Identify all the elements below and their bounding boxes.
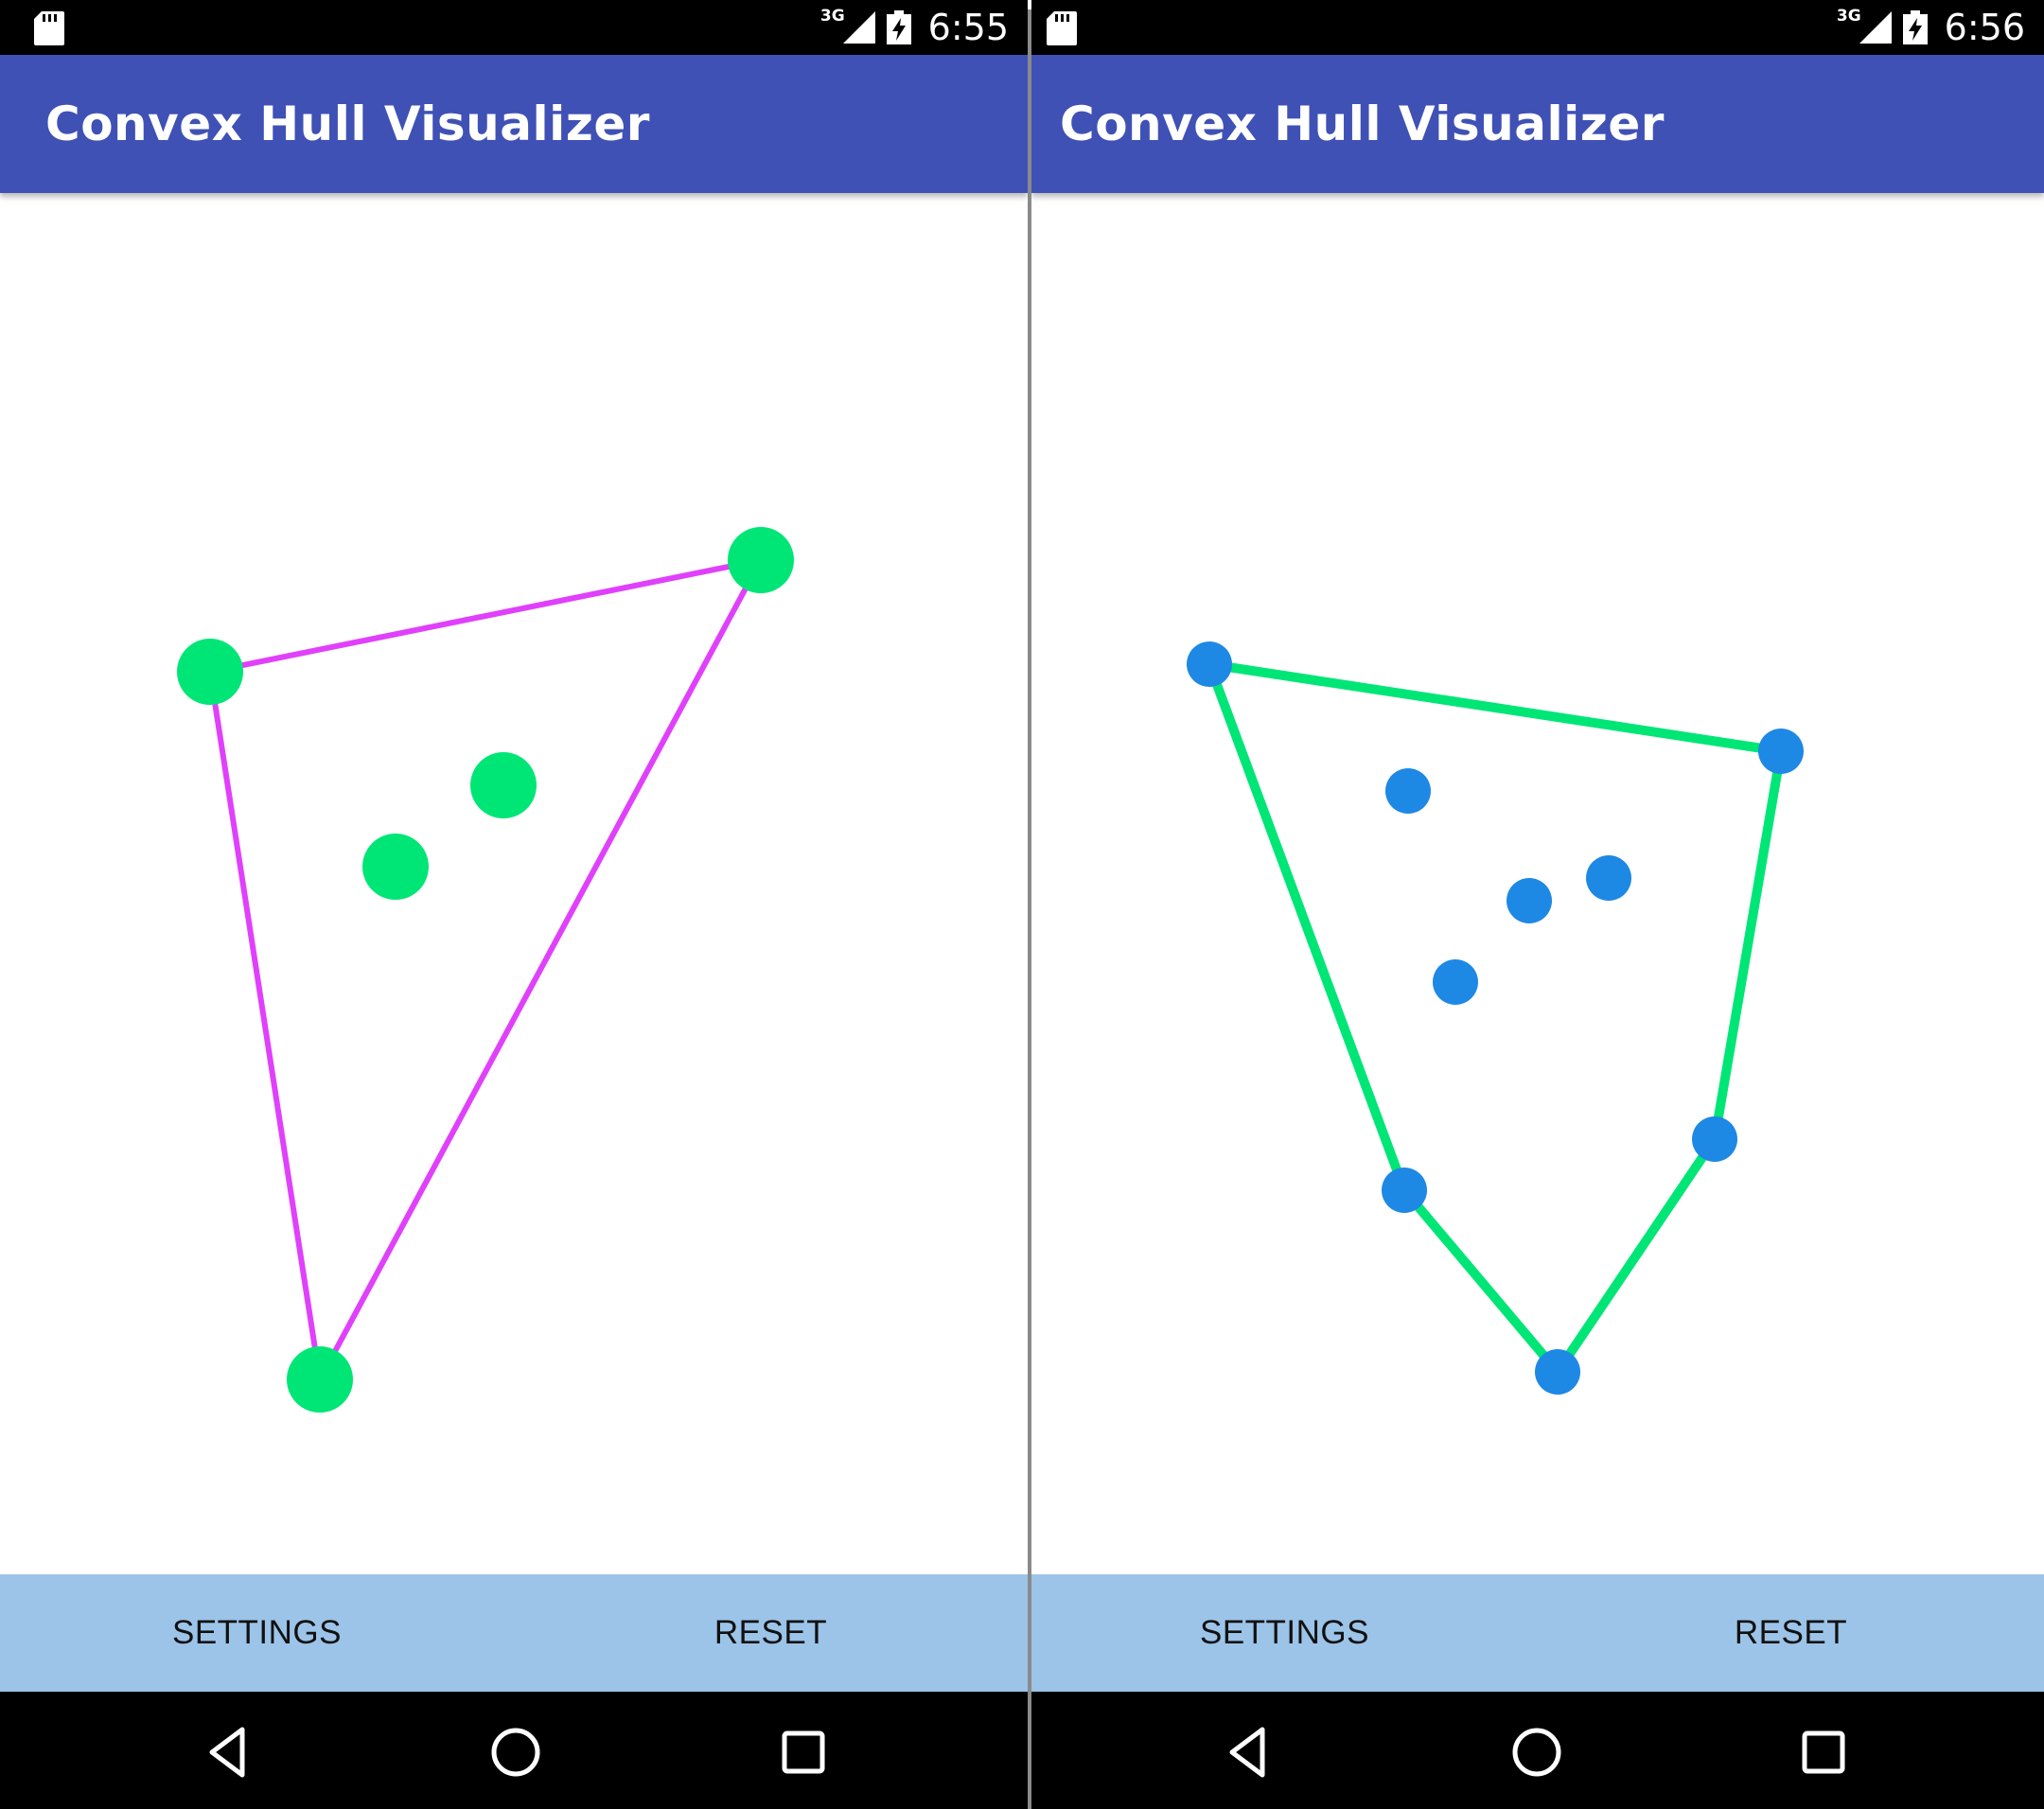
point-marker[interactable] <box>1758 729 1804 774</box>
point-marker[interactable] <box>1187 641 1232 687</box>
sd-card-icon <box>1047 11 1077 45</box>
drawing-canvas[interactable] <box>0 193 1028 1574</box>
drawing-canvas[interactable] <box>1031 193 2044 1574</box>
back-icon[interactable] <box>1219 1722 1279 1783</box>
back-icon[interactable] <box>199 1722 259 1783</box>
recents-icon[interactable] <box>1793 1722 1854 1783</box>
reset-button[interactable]: RESET <box>1734 1614 1848 1651</box>
point-marker[interactable] <box>1382 1168 1427 1213</box>
point-marker[interactable] <box>287 1346 353 1413</box>
signal-icon <box>842 11 875 44</box>
hull-edge <box>1208 659 1782 756</box>
recents-icon[interactable] <box>773 1722 834 1783</box>
reset-button[interactable]: RESET <box>714 1614 828 1651</box>
point-marker[interactable] <box>470 752 537 818</box>
button-bar: SETTINGS RESET <box>1031 1574 2044 1692</box>
hull-edge <box>1205 662 1409 1192</box>
app-title: Convex Hull Visualizer <box>45 97 650 151</box>
battery-charging-icon <box>886 10 911 44</box>
hull-canvas-svg[interactable] <box>0 193 1028 1574</box>
home-icon[interactable] <box>485 1722 546 1783</box>
hull-edge <box>1710 750 1786 1140</box>
point-marker[interactable] <box>1507 878 1552 923</box>
settings-button[interactable]: SETTINGS <box>171 1614 343 1651</box>
point-marker[interactable] <box>1692 1116 1737 1162</box>
point-marker[interactable] <box>1433 959 1478 1005</box>
hull-edge <box>207 671 323 1380</box>
app-bar: Convex Hull Visualizer <box>1031 55 2044 193</box>
divider-line <box>1028 9 1031 1809</box>
hull-edge <box>317 558 764 1381</box>
point-marker[interactable] <box>728 527 794 593</box>
sd-card-icon <box>34 11 64 45</box>
hull-edge <box>209 557 762 675</box>
battery-charging-icon <box>1902 10 1928 44</box>
hull-edge <box>1553 1136 1719 1375</box>
point-marker[interactable] <box>362 834 429 900</box>
hull-canvas-svg[interactable] <box>1031 193 2044 1574</box>
clock: 6:56 <box>1944 7 2025 48</box>
point-marker[interactable] <box>177 639 243 705</box>
point-marker[interactable] <box>1385 768 1431 814</box>
right-screen: 3G 6:56 Convex Hull Visualizer SETTINGS … <box>1031 0 2044 1809</box>
signal-icon <box>1859 11 1892 44</box>
status-bar: 3G 6:56 <box>1031 0 2044 55</box>
left-screen: 3G 6:55 Convex Hull Visualizer SETTINGS … <box>0 0 1028 1809</box>
network-type-label: 3G <box>1836 7 1861 26</box>
network-type-label: 3G <box>819 7 845 26</box>
clock: 6:55 <box>927 7 1009 48</box>
app-bar: Convex Hull Visualizer <box>0 55 1028 193</box>
hull-edge <box>1401 1186 1561 1376</box>
navigation-bar <box>0 1692 1028 1809</box>
button-bar: SETTINGS RESET <box>0 1574 1028 1692</box>
navigation-bar <box>1031 1692 2044 1809</box>
point-marker[interactable] <box>1586 855 1631 901</box>
status-bar: 3G 6:55 <box>0 0 1028 55</box>
home-icon[interactable] <box>1507 1722 1567 1783</box>
app-title: Convex Hull Visualizer <box>1060 97 1665 151</box>
settings-button[interactable]: SETTINGS <box>1199 1614 1370 1651</box>
point-marker[interactable] <box>1535 1349 1580 1395</box>
